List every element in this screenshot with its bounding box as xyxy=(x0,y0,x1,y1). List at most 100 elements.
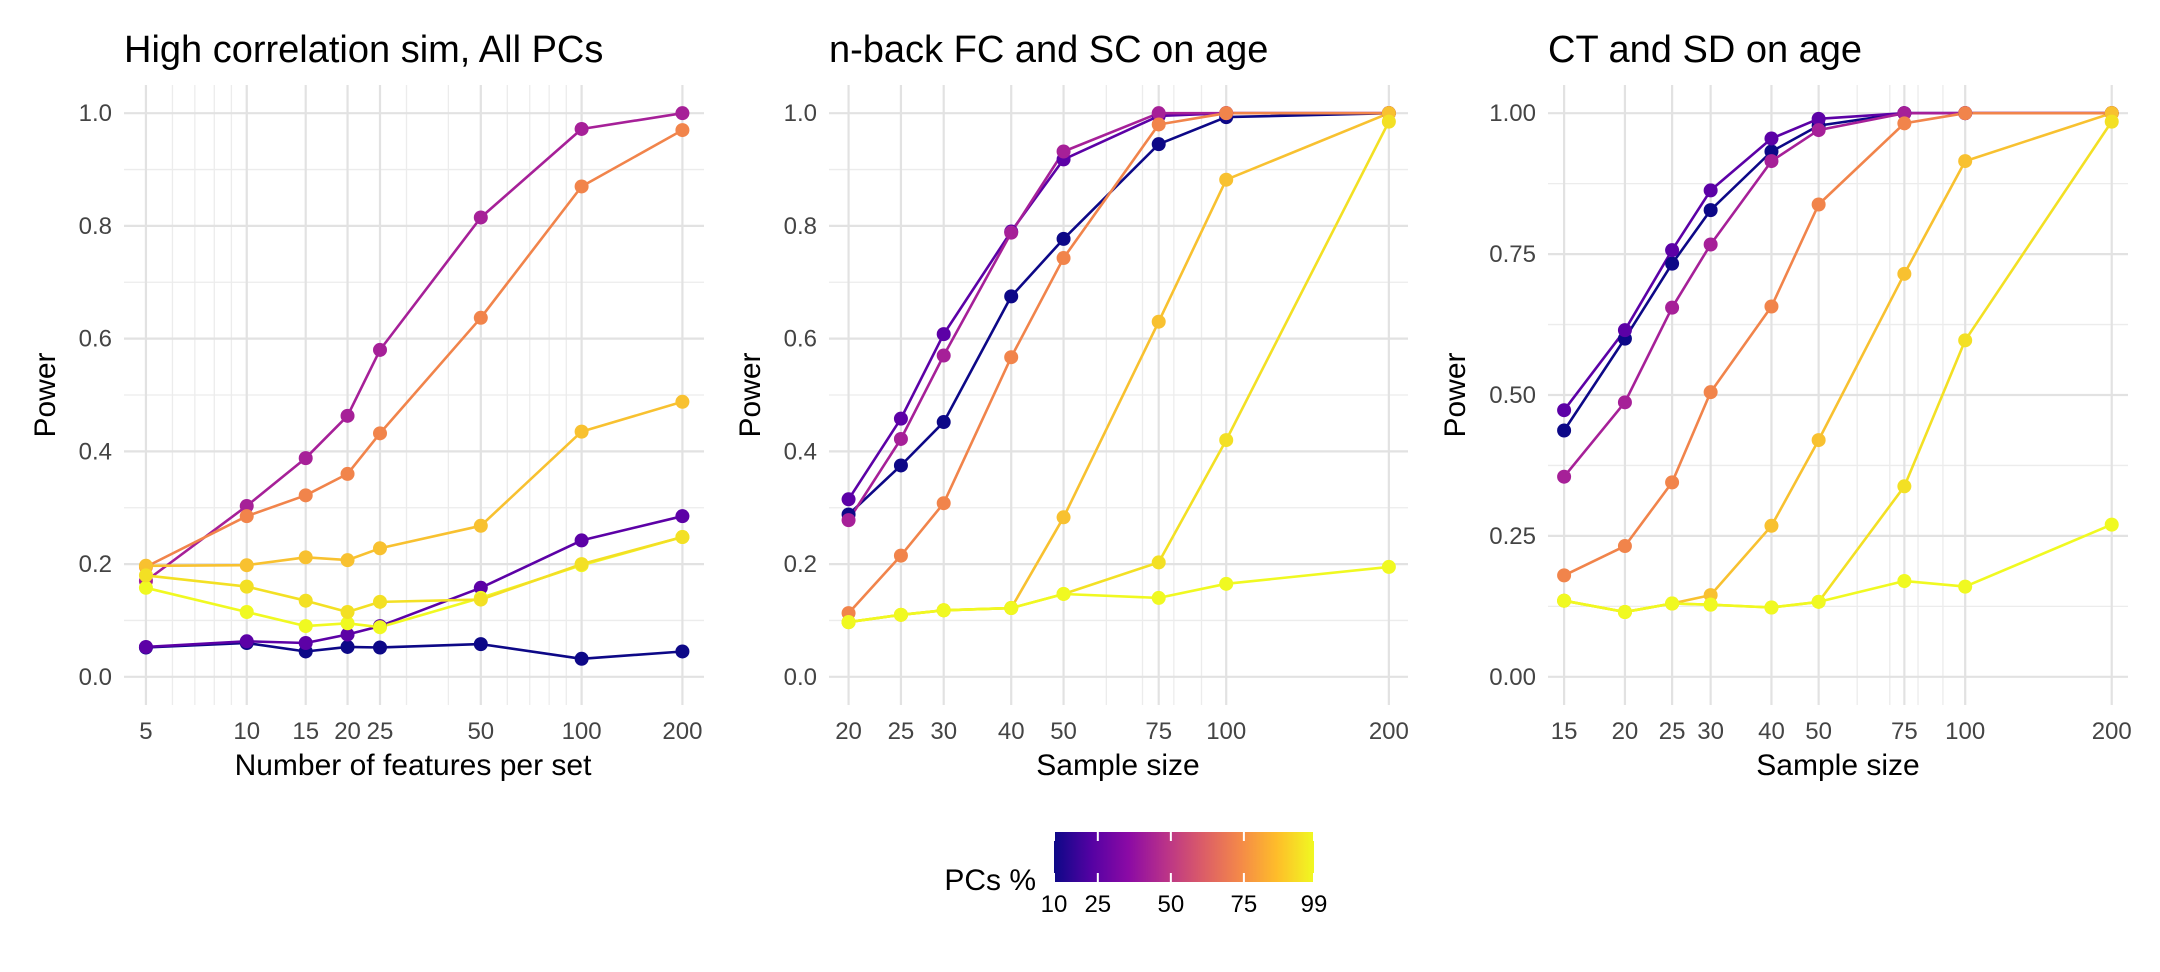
y-tick-label: 0.25 xyxy=(1489,523,1536,550)
data-point-pcs-99 xyxy=(1557,593,1572,608)
plot-area: 0.0 0.2 0.4 0.6 0.8 1.0 5 10 15 20 25 50 100 200 xyxy=(79,85,704,745)
data-point-pcs-75 xyxy=(1056,251,1071,266)
x-tick-label: 75 xyxy=(1145,718,1172,745)
data-point-pcs-50 xyxy=(841,513,856,528)
x-tick-label: 30 xyxy=(1697,718,1724,745)
data-point-pcs-95 xyxy=(372,594,387,609)
x-tick-label: 100 xyxy=(1206,718,1246,745)
series-line-pcs-25 xyxy=(847,111,1389,501)
data-point-pcs-10 xyxy=(1764,144,1779,159)
data-point-pcs-99 xyxy=(841,615,856,630)
y-tick-label: 0.0 xyxy=(784,664,817,691)
data-point-pcs-90 xyxy=(1056,510,1071,525)
data-point-pcs-90 xyxy=(675,394,690,409)
y-tick-label: 0.4 xyxy=(784,438,817,465)
series-line-pcs-10 xyxy=(1563,111,2112,432)
data-point-pcs-25 xyxy=(1665,243,1680,258)
data-point-pcs-75 xyxy=(1811,197,1826,212)
data-point-pcs-90 xyxy=(1151,314,1166,329)
data-point-pcs-99 xyxy=(298,619,313,634)
panel-ct-sd-age: CT and SD on age 0.00 0.25 0.50 0.75 1.00 15 2… xyxy=(1439,29,2132,782)
y-axis-label: Power xyxy=(29,352,62,437)
data-point-pcs-25 xyxy=(1617,323,1632,338)
x-tick-label: 40 xyxy=(1758,718,1785,745)
data-point-pcs-50 xyxy=(936,348,951,363)
data-point-pcs-90 xyxy=(340,553,355,568)
data-point-pcs-95 xyxy=(138,568,153,583)
legend-tick-label: 50 xyxy=(1158,891,1185,918)
data-point-pcs-75 xyxy=(1557,568,1572,583)
data-point-pcs-75 xyxy=(372,426,387,441)
data-point-pcs-75 xyxy=(574,179,589,194)
color-legend: PCs % 10 25 50 75 99 xyxy=(944,832,1327,918)
data-point-pcs-50 xyxy=(1811,123,1826,138)
data-point-pcs-50 xyxy=(574,121,589,136)
x-tick-label: 100 xyxy=(562,718,602,745)
y-tick-label: 0.50 xyxy=(1489,382,1536,409)
data-point-pcs-75 xyxy=(1617,539,1632,554)
data-point-pcs-99 xyxy=(1811,594,1826,609)
series-line-pcs-75 xyxy=(847,111,1389,614)
data-point-pcs-50 xyxy=(1004,225,1019,240)
data-point-pcs-99 xyxy=(1958,579,1973,594)
data-point-pcs-95 xyxy=(340,605,355,619)
data-point-pcs-90 xyxy=(473,518,488,533)
x-axis-label: Sample size xyxy=(1036,749,1199,782)
series-line-pcs-99 xyxy=(848,565,1390,624)
series-line-pcs-95 xyxy=(1563,120,2113,614)
legend-tick-label: 99 xyxy=(1301,891,1328,918)
data-point-pcs-90 xyxy=(574,424,589,439)
series-line-pcs-95 xyxy=(145,535,683,614)
data-point-pcs-25 xyxy=(675,509,690,524)
series-line-pcs-10 xyxy=(847,111,1389,516)
data-point-pcs-50 xyxy=(675,106,690,121)
panel-title: CT and SD on age xyxy=(1548,29,1862,71)
plot-area: 0.00 0.25 0.50 0.75 1.00 15 20 25 30 40 50 75 100 200 xyxy=(1489,85,2132,745)
data-point-pcs-25 xyxy=(473,580,488,595)
y-tick-label: 0.2 xyxy=(79,551,112,578)
data-point-pcs-75 xyxy=(675,123,690,138)
x-axis-label: Number of features per set xyxy=(235,749,593,782)
panel-title: High correlation sim, All PCs xyxy=(124,29,603,71)
data-point-pcs-75 xyxy=(1004,350,1019,365)
data-point-pcs-95 xyxy=(1897,479,1912,494)
data-point-pcs-25 xyxy=(138,639,153,654)
series-line-pcs-50 xyxy=(847,111,1389,521)
legend-ticks: 10 25 50 75 99 xyxy=(1041,832,1328,918)
data-point-pcs-99 xyxy=(239,605,254,619)
x-tick-label: 25 xyxy=(888,718,915,745)
y-tick-label: 0.6 xyxy=(79,326,112,353)
data-point-pcs-25 xyxy=(1703,183,1718,198)
data-point-pcs-10 xyxy=(1557,423,1572,438)
data-point-pcs-95 xyxy=(1381,114,1396,129)
panel-title: n-back FC and SC on age xyxy=(829,29,1268,71)
x-tick-label: 200 xyxy=(1369,718,1409,745)
data-point-pcs-10 xyxy=(473,637,488,652)
data-point-pcs-99 xyxy=(340,616,355,631)
data-point-pcs-99 xyxy=(2104,517,2119,532)
data-point-pcs-50 xyxy=(1764,154,1779,169)
x-tick-label: 40 xyxy=(998,718,1025,745)
x-tick-label: 25 xyxy=(1659,718,1686,745)
y-tick-label: 1.0 xyxy=(784,100,817,127)
data-point-pcs-90 xyxy=(239,558,254,573)
data-point-pcs-75 xyxy=(1897,116,1912,131)
y-tick-label: 0.0 xyxy=(79,664,112,691)
data-point-pcs-95 xyxy=(239,579,254,594)
data-point-pcs-75 xyxy=(1219,106,1234,121)
data-point-pcs-99 xyxy=(1617,605,1632,619)
data-point-pcs-99 xyxy=(1381,559,1396,574)
data-point-pcs-10 xyxy=(1703,203,1718,218)
series-line-pcs-25 xyxy=(1563,111,2112,411)
data-point-pcs-75 xyxy=(893,548,908,563)
y-tick-label: 1.0 xyxy=(79,100,112,127)
series-line-pcs-10 xyxy=(145,641,683,661)
data-point-pcs-95 xyxy=(1151,555,1166,570)
legend-colorbar xyxy=(1054,832,1314,882)
data-point-pcs-75 xyxy=(936,496,951,511)
series-line-pcs-90 xyxy=(848,111,1390,624)
y-axis-label: Power xyxy=(734,352,767,437)
x-axis-label: Sample size xyxy=(1756,749,1919,782)
x-tick-label: 15 xyxy=(292,718,319,745)
